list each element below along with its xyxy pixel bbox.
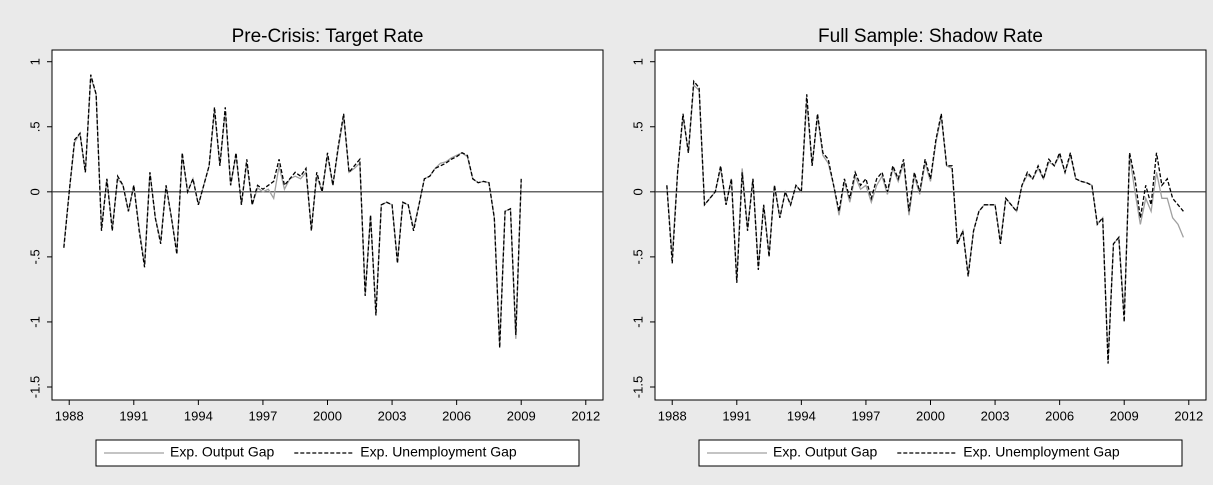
x-tick-label: 2000 xyxy=(916,408,945,423)
y-tick-label: .5 xyxy=(630,121,645,132)
series-line xyxy=(63,74,522,348)
chart-title: Pre-Crisis: Target Rate xyxy=(232,26,424,47)
series-line xyxy=(63,77,522,346)
x-tick-label: 1994 xyxy=(787,408,816,423)
x-tick-label: 2009 xyxy=(507,408,536,423)
x-tick-label: 1997 xyxy=(851,408,880,423)
x-tick-label: 2003 xyxy=(378,408,407,423)
x-tick-label: 2009 xyxy=(1110,408,1139,423)
x-tick-label: 2003 xyxy=(981,408,1010,423)
y-tick-label: -1.5 xyxy=(630,376,645,398)
y-tick-label: 0 xyxy=(27,188,42,195)
legend-label: Exp. Unemployment Gap xyxy=(963,444,1120,460)
y-tick-label: 1 xyxy=(630,58,645,65)
x-tick-label: 1997 xyxy=(248,408,277,423)
y-tick-label: 0 xyxy=(630,188,645,195)
x-tick-label: 1988 xyxy=(658,408,687,423)
x-tick-label: 1994 xyxy=(184,408,213,423)
series-line xyxy=(666,79,1184,364)
x-tick-label: 2000 xyxy=(313,408,342,423)
legend-label: Exp. Output Gap xyxy=(170,444,274,460)
x-tick-label: 2006 xyxy=(442,408,471,423)
legend-label: Exp. Output Gap xyxy=(773,444,877,460)
x-tick-label: 1988 xyxy=(55,408,84,423)
x-tick-label: 1991 xyxy=(722,408,751,423)
x-tick-label: 2012 xyxy=(571,408,600,423)
legend-label: Exp. Unemployment Gap xyxy=(360,444,517,460)
y-tick-label: -1 xyxy=(630,316,645,328)
y-tick-label: -1 xyxy=(27,316,42,328)
chart-title: Full Sample: Shadow Rate xyxy=(818,26,1043,47)
y-tick-label: -1.5 xyxy=(27,376,42,398)
y-tick-label: -.5 xyxy=(630,249,645,264)
y-tick-label: .5 xyxy=(27,121,42,132)
x-tick-label: 2012 xyxy=(1174,408,1203,423)
y-tick-label: -.5 xyxy=(27,249,42,264)
x-tick-label: 1991 xyxy=(119,408,148,423)
x-tick-label: 2006 xyxy=(1045,408,1074,423)
plot-area xyxy=(654,49,1207,401)
y-tick-label: 1 xyxy=(27,58,42,65)
